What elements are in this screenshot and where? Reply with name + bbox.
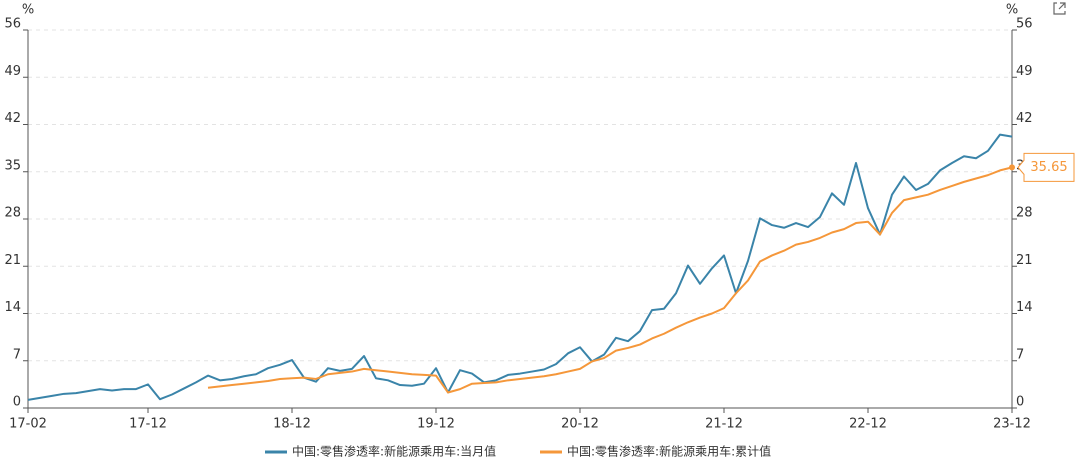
y-tick-label: 42 <box>4 111 21 126</box>
y2-tick-label: 28 <box>1016 206 1033 221</box>
callout-label: 35.65 <box>1030 160 1067 175</box>
y2-tick-label: 14 <box>1016 300 1033 315</box>
y2-tick-label: 0 <box>1016 395 1024 410</box>
x-tick-label: 17-02 <box>9 417 47 432</box>
x-tick-label: 22-12 <box>849 417 887 432</box>
end-point <box>1009 164 1015 171</box>
callout-box <box>1017 152 1075 182</box>
y2-tick-label: 56 <box>1016 17 1033 32</box>
x-tick-label: 20-12 <box>561 417 599 432</box>
legend-label: 中国:零售渗透率:新能源乘用车:累计值 <box>567 444 771 459</box>
x-tick-label: 23-12 <box>993 417 1031 432</box>
series-line <box>207 166 1013 394</box>
x-tick-label: 17-12 <box>129 417 167 432</box>
series-line <box>27 133 1013 401</box>
y-tick-label: 49 <box>4 64 21 79</box>
y2-axis-label: % <box>1006 3 1018 18</box>
y-tick-label: 35 <box>4 158 21 173</box>
y-tick-label: 21 <box>4 253 21 268</box>
y-tick-label: 28 <box>4 206 21 221</box>
y2-tick-label: 49 <box>1016 64 1033 79</box>
y2-tick-label: 21 <box>1016 253 1033 268</box>
y2-tick-label: 7 <box>1016 347 1024 362</box>
y-tick-label: 14 <box>4 300 21 315</box>
x-tick-label: 18-12 <box>273 417 311 432</box>
expand-icon[interactable] <box>1053 2 1066 15</box>
legend-label: 中国:零售渗透率:新能源乘用车:当月值 <box>292 444 496 459</box>
y2-tick-label: 42 <box>1016 111 1033 126</box>
y-axis-label: % <box>22 3 34 18</box>
y-tick-label: 7 <box>13 347 21 362</box>
x-tick-label: 21-12 <box>705 417 743 432</box>
y-tick-label: 56 <box>4 17 21 32</box>
y-tick-label: 0 <box>13 395 21 410</box>
x-tick-label: 19-12 <box>417 417 455 432</box>
